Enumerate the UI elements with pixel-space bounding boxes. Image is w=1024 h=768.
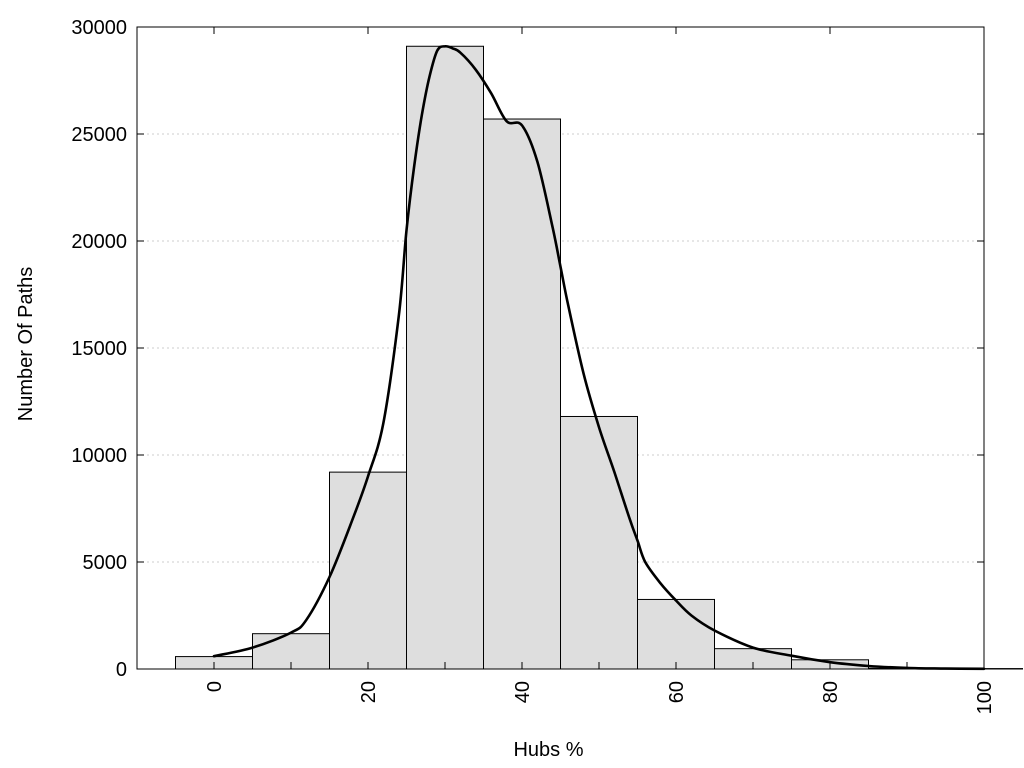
- y-tick-label: 30000: [71, 17, 127, 39]
- x-tick-label: 40: [512, 681, 534, 703]
- histogram-bar: [483, 118, 561, 670]
- histogram-bars: [175, 45, 1023, 670]
- histogram-bar: [406, 45, 484, 670]
- y-axis-label: Number Of Paths: [15, 267, 37, 422]
- y-tick-label: 0: [116, 659, 127, 681]
- y-tick-label: 20000: [71, 231, 127, 253]
- y-tick-label: 25000: [71, 124, 127, 146]
- x-tick-label: 60: [666, 681, 688, 703]
- x-tick-label: 20: [358, 681, 380, 703]
- histogram-bar: [637, 598, 715, 670]
- x-tick-label: 100: [974, 681, 996, 714]
- fit-curve-layer: [212, 44, 986, 671]
- y-tick-label: 10000: [71, 445, 127, 467]
- x-tick-label: 0: [204, 681, 226, 692]
- histogram-bar: [560, 415, 638, 670]
- gridlines: [137, 133, 984, 563]
- fit-curve: [212, 44, 986, 671]
- axis-ticks: [137, 26, 985, 670]
- tick-labels: 0 5000 10000 15000 20000 25000 30000 0 20 40 60 80 1…: [71, 17, 996, 714]
- x-axis-label: Hubs %: [513, 739, 583, 761]
- y-tick-label: 15000: [71, 338, 127, 360]
- y-tick-label: 5000: [83, 552, 128, 574]
- x-tick-label: 80: [820, 681, 842, 703]
- histogram-bar: [329, 471, 407, 670]
